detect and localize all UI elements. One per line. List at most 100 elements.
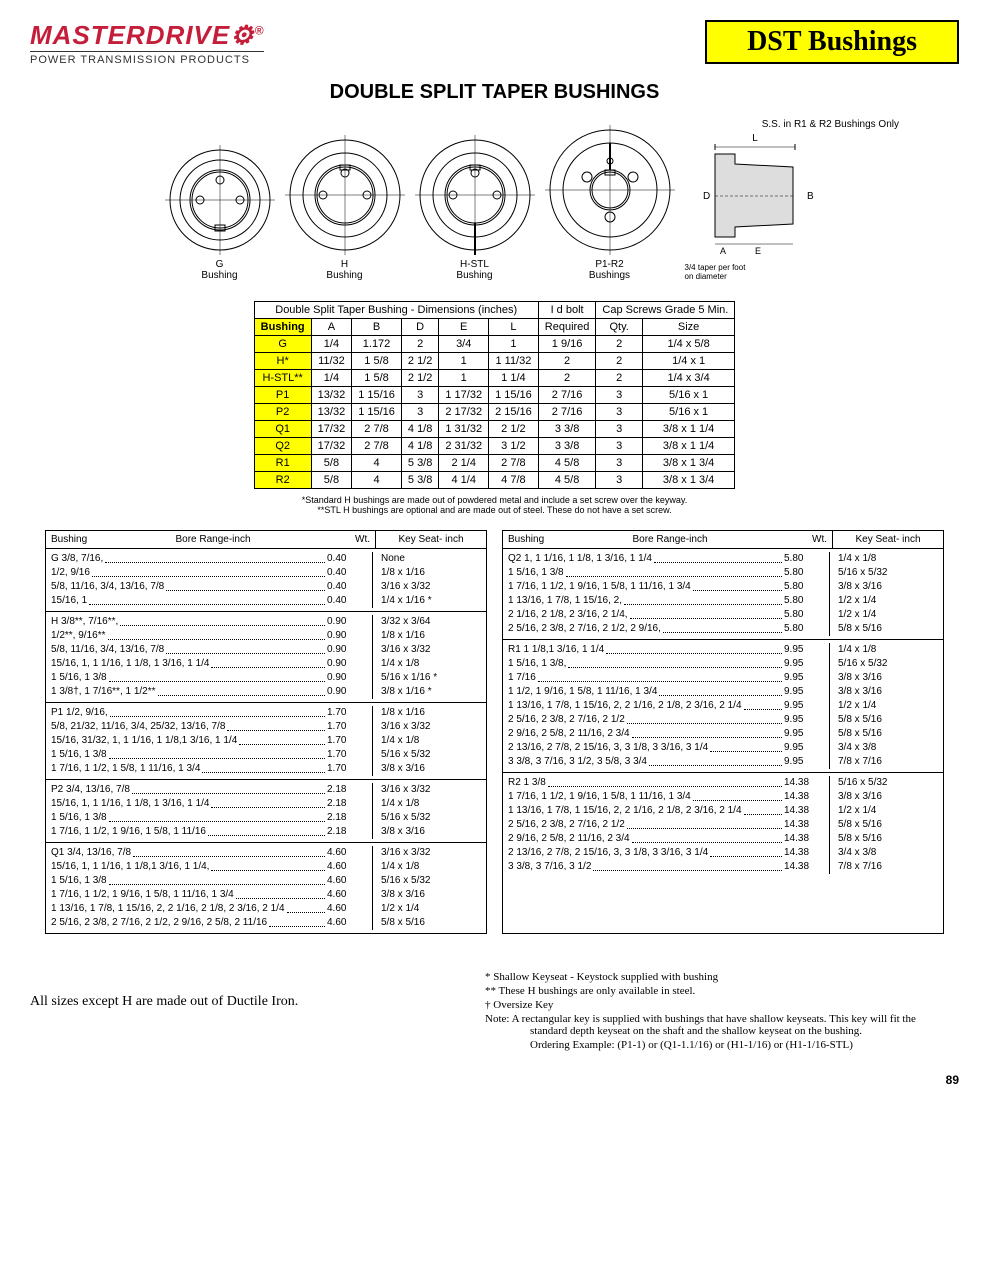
bore-hdr-key: Key Seat- inch <box>832 531 943 548</box>
dim-cell: H* <box>254 353 311 370</box>
dim-col-header: Required <box>538 319 596 336</box>
dim-cell: 3/4 <box>439 336 489 353</box>
bore-row: 1 5/16, 1 3/85.805/16 x 5/32 <box>503 566 943 580</box>
dim-cell: 3/8 x 1 3/4 <box>642 472 734 489</box>
dim-cell: 1/4 x 3/4 <box>642 370 734 387</box>
dim-cell: Q1 <box>254 421 311 438</box>
dim-cell: 5 3/8 <box>401 472 438 489</box>
svg-text:B: B <box>807 191 814 202</box>
dim-cell: 3 <box>401 387 438 404</box>
bore-hdr-range: Bore Range-inch <box>563 531 777 548</box>
dim-cell: 1 5/8 <box>352 353 402 370</box>
bore-row: G 3/8, 7/16,0.40None <box>46 552 486 566</box>
dim-cell: 13/32 <box>311 404 352 421</box>
dim-header-1: Double Split Taper Bushing - Dimensions … <box>254 302 538 319</box>
dim-cell: H-STL** <box>254 370 311 387</box>
dim-col-header: B <box>352 319 402 336</box>
bore-row: 2 13/16, 2 7/8, 2 15/16, 3, 3 1/8, 3 3/1… <box>503 846 943 860</box>
diagram-g: GBushing <box>165 145 275 281</box>
dim-col-header: Qty. <box>596 319 642 336</box>
dim-col-header: D <box>401 319 438 336</box>
dim-cell: 5/16 x 1 <box>642 404 734 421</box>
bore-hdr-key: Key Seat- inch <box>375 531 486 548</box>
bore-row: 2 5/16, 2 3/8, 2 7/16, 2 1/2, 2 9/16, 2 … <box>46 916 486 930</box>
dim-cell: 11/32 <box>311 353 352 370</box>
bore-row: 1 5/16, 1 3/81.705/16 x 5/32 <box>46 748 486 762</box>
bore-row: 5/8, 11/16, 3/4, 13/16, 7/80.903/16 x 3/… <box>46 643 486 657</box>
dim-cell: 5/8 <box>311 455 352 472</box>
dim-cell: 2 17/32 <box>439 404 489 421</box>
logo-reg: ® <box>255 23 265 37</box>
dim-cell: 3 <box>596 387 642 404</box>
dim-cell: 4 <box>352 455 402 472</box>
svg-text:D: D <box>703 191 710 202</box>
bore-hdr-wt: Wt. <box>320 531 375 548</box>
title-box: DST Bushings <box>705 20 959 64</box>
logo: MASTERDRIVE⚙® POWER TRANSMISSION PRODUCT… <box>30 20 264 66</box>
dim-cell: 3 <box>596 404 642 421</box>
dim-cell: 4 5/8 <box>538 472 596 489</box>
dim-cell: R2 <box>254 472 311 489</box>
logo-gear-icon: ⚙ <box>230 20 254 50</box>
dim-cell: 1 <box>439 353 489 370</box>
dim-cell: 4 1/8 <box>401 421 438 438</box>
dim-cell: 3/8 x 1 1/4 <box>642 421 734 438</box>
dim-cell: 1 17/32 <box>439 387 489 404</box>
bore-row: 1 5/16, 1 3/8,9.955/16 x 5/32 <box>503 657 943 671</box>
bore-row: 5/8, 21/32, 11/16, 3/4, 25/32, 13/16, 7/… <box>46 720 486 734</box>
dimensions-table: Double Split Taper Bushing - Dimensions … <box>254 301 736 489</box>
dim-cell: 1 1/4 <box>489 370 539 387</box>
bore-row: Q1 3/4, 13/16, 7/84.603/16 x 3/32 <box>46 846 486 860</box>
bore-row: 2 9/16, 2 5/8, 2 11/16, 2 3/414.385/8 x … <box>503 832 943 846</box>
diagram-hstl: H-STLBushing <box>415 135 535 281</box>
diagram-h: HBushing <box>285 135 405 281</box>
dim-cell: P1 <box>254 387 311 404</box>
dim-cell: 4 7/8 <box>489 472 539 489</box>
bore-row: 1 13/16, 1 7/8, 1 15/16, 2, 2 1/16, 2 1/… <box>503 804 943 818</box>
bore-row: 15/16, 1, 1 1/16, 1 1/8, 1 3/16, 1 1/40.… <box>46 657 486 671</box>
bore-row: 15/16, 31/32, 1, 1 1/16, 1 1/8,1 3/16, 1… <box>46 734 486 748</box>
page-title: DOUBLE SPLIT TAPER BUSHINGS <box>30 81 959 104</box>
dim-cell: 2 <box>596 336 642 353</box>
dim-cell: R1 <box>254 455 311 472</box>
note-oversize: † Oversize Key <box>485 999 925 1011</box>
dim-cell: 1 5/8 <box>352 370 402 387</box>
bore-row: 2 1/16, 2 1/8, 2 3/16, 2 1/4,5.801/2 x 1… <box>503 608 943 622</box>
dim-cell: 2 <box>538 353 596 370</box>
dim-cell: 1 15/16 <box>352 387 402 404</box>
ss-note: S.S. in R1 & R2 Bushings Only <box>30 119 959 130</box>
bore-table-right: Bushing Bore Range-inch Wt. Key Seat- in… <box>502 530 944 934</box>
bore-row: 1 5/16, 1 3/84.605/16 x 5/32 <box>46 874 486 888</box>
diagram-cross-section: L D B AE 3/4 taper per footon diameter <box>685 129 825 281</box>
dim-cell: 2 1/2 <box>489 421 539 438</box>
dim-cell: 2 15/16 <box>489 404 539 421</box>
dim-cell: 2 1/2 <box>401 353 438 370</box>
bore-hdr-bushing: Bushing <box>503 531 563 548</box>
dim-cell: 5 3/8 <box>401 455 438 472</box>
note-rect-key: Note: A rectangular key is supplied with… <box>485 1013 925 1037</box>
dim-cell: 17/32 <box>311 438 352 455</box>
dim-col-header: E <box>439 319 489 336</box>
bore-row: 2 5/16, 2 3/8, 2 7/16, 2 1/29.955/8 x 5/… <box>503 713 943 727</box>
ductile-note: All sizes except H are made out of Ducti… <box>30 994 470 1010</box>
logo-subtitle: POWER TRANSMISSION PRODUCTS <box>30 51 264 66</box>
svg-text:L: L <box>752 133 758 144</box>
dim-cell: 3/8 x 1 1/4 <box>642 438 734 455</box>
bore-table-left: Bushing Bore Range-inch Wt. Key Seat- in… <box>45 530 487 934</box>
dim-cell: Q2 <box>254 438 311 455</box>
dim-cell: 1/4 <box>311 336 352 353</box>
dim-cell: 5/16 x 1 <box>642 387 734 404</box>
dim-footnotes: *Standard H bushings are made out of pow… <box>30 495 959 515</box>
dim-cell: 3 3/8 <box>538 438 596 455</box>
dim-header-3: Cap Screws Grade 5 Min. <box>596 302 735 319</box>
bore-row: 3 3/8, 3 7/16, 3 1/2, 3 5/8, 3 3/49.957/… <box>503 755 943 769</box>
bore-row: 2 5/16, 2 3/8, 2 7/16, 2 1/214.385/8 x 5… <box>503 818 943 832</box>
dim-cell: 17/32 <box>311 421 352 438</box>
dim-cell: 2 <box>596 353 642 370</box>
dim-cell: 2 7/16 <box>538 387 596 404</box>
dim-cell: 2 7/8 <box>352 438 402 455</box>
dim-cell: 2 <box>596 370 642 387</box>
dim-cell: 2 1/4 <box>439 455 489 472</box>
dim-cell: 3 3/8 <box>538 421 596 438</box>
title-box-text: DST Bushings <box>747 26 917 57</box>
